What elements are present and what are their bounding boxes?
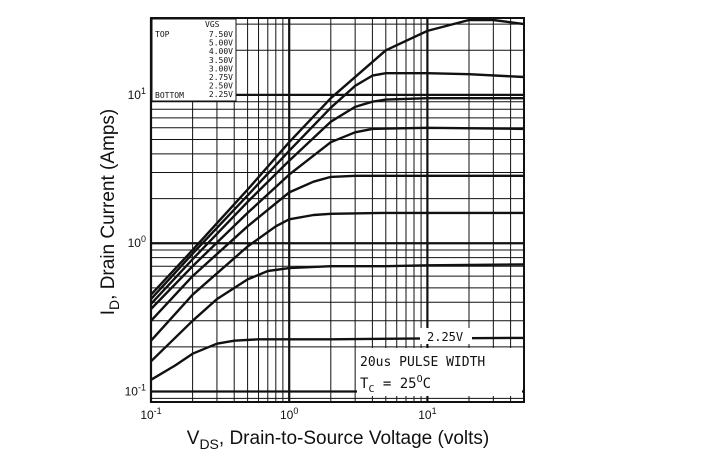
annotation-background — [357, 348, 522, 396]
y-axis-title-sub: D — [106, 300, 122, 310]
series-line-4 — [150, 126, 525, 310]
legend-entry: 5.00V — [209, 39, 233, 48]
y-axis-title: ID, Drain Current (Amps) — [98, 109, 122, 316]
x-tick-label: 100 — [280, 406, 298, 422]
tc-unit: C — [423, 376, 431, 392]
legend-header: VGS — [205, 20, 220, 29]
y-axis-title-rest: , Drain Current (Amps) — [98, 109, 119, 300]
y-tick-label: 10-1 — [125, 383, 146, 399]
curve-label-2-25v: 2.25V — [427, 330, 463, 344]
legend-entry: 3.50V — [209, 56, 233, 65]
legend: VGS TOP BOTTOM 7.50V5.00V4.00V3.50V3.00V… — [151, 18, 237, 102]
x-axis-title-main: V — [187, 428, 200, 449]
series-line-1 — [150, 18, 525, 296]
x-tick-label: 10-1 — [140, 406, 161, 422]
plot-frame — [150, 17, 525, 403]
x-tick-labels: 10-1 100 101 — [140, 406, 436, 422]
legend-entry: 7.50V — [209, 30, 233, 39]
series-line-8 — [150, 336, 525, 381]
tc-label: TC = 25OC — [360, 374, 431, 395]
series-line-3 — [150, 96, 524, 305]
tc-sub: C — [368, 384, 374, 395]
annotations: 2.25V 20us PULSE WIDTH TC = 25OC — [357, 328, 522, 396]
tc-rest: = 25 — [374, 376, 416, 392]
y-axis-title-main: I — [98, 310, 119, 315]
series-line-7 — [150, 263, 525, 363]
x-axis-title-sub: DS — [199, 436, 218, 452]
legend-entry: 2.50V — [209, 82, 233, 91]
series-line-2 — [150, 71, 525, 300]
pulse-width-label: 20us PULSE WIDTH — [360, 355, 485, 370]
x-axis-title: VDS, Drain-to-Source Voltage (volts) — [187, 428, 489, 452]
tc-sup: O — [417, 374, 423, 385]
legend-top-label: TOP — [155, 30, 170, 39]
legend-entry: 4.00V — [209, 47, 233, 56]
x-axis-title-rest: , Drain-to-Source Voltage (volts) — [219, 428, 489, 449]
series-line-6 — [150, 211, 524, 342]
legend-bottom-label: BOTTOM — [155, 91, 184, 100]
y-tick-label: 101 — [128, 86, 146, 102]
x-tick-label: 101 — [418, 406, 436, 422]
tc-main: T — [360, 376, 369, 392]
curve-label-background — [420, 328, 472, 344]
legend-entry: 2.25V — [209, 90, 233, 99]
series-layer — [150, 18, 525, 381]
series-line-5 — [150, 174, 524, 322]
y-tick-label: 100 — [128, 234, 146, 250]
y-tick-labels: 10-1 100 101 — [125, 86, 146, 399]
legend-entry: 3.00V — [209, 64, 233, 73]
legend-entry: 2.75V — [209, 73, 233, 82]
